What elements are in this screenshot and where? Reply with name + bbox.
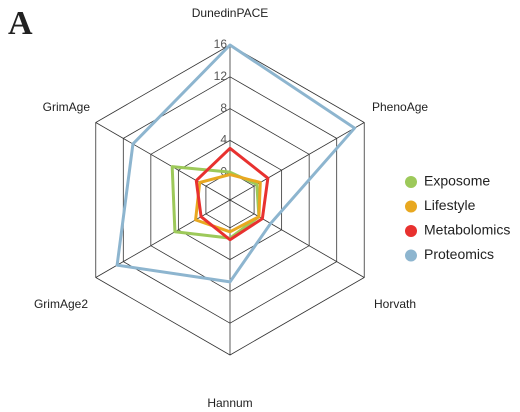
legend-swatch bbox=[405, 200, 417, 213]
legend-swatch bbox=[405, 176, 417, 188]
series-line bbox=[194, 146, 270, 242]
tick-label: 8 bbox=[220, 101, 227, 115]
legend-swatch bbox=[405, 249, 417, 262]
series-line bbox=[194, 173, 262, 234]
axis-label: Hannum bbox=[207, 396, 252, 410]
axis-label: Horvath bbox=[374, 297, 416, 311]
legend-swatch bbox=[405, 225, 417, 237]
axis-label: PhenoAge bbox=[372, 100, 428, 114]
spoke bbox=[95, 122, 231, 201]
spoke bbox=[229, 122, 365, 201]
tick-label: 16 bbox=[214, 37, 228, 51]
legend-label: Lifestyle bbox=[424, 197, 476, 213]
axis-label: DunedinPACE bbox=[192, 6, 269, 20]
legend-label: Exposome bbox=[424, 173, 490, 189]
spoke bbox=[229, 199, 365, 278]
axis-label: GrimAge2 bbox=[34, 297, 88, 311]
tick-label: 12 bbox=[214, 69, 228, 83]
legend-label: Proteomics bbox=[424, 246, 494, 262]
axis-label: GrimAge bbox=[43, 100, 91, 114]
tick-label: 4 bbox=[220, 133, 227, 147]
panel-label: A bbox=[8, 5, 33, 42]
legend-label: Metabolomics bbox=[424, 222, 510, 238]
series-line bbox=[115, 43, 357, 284]
